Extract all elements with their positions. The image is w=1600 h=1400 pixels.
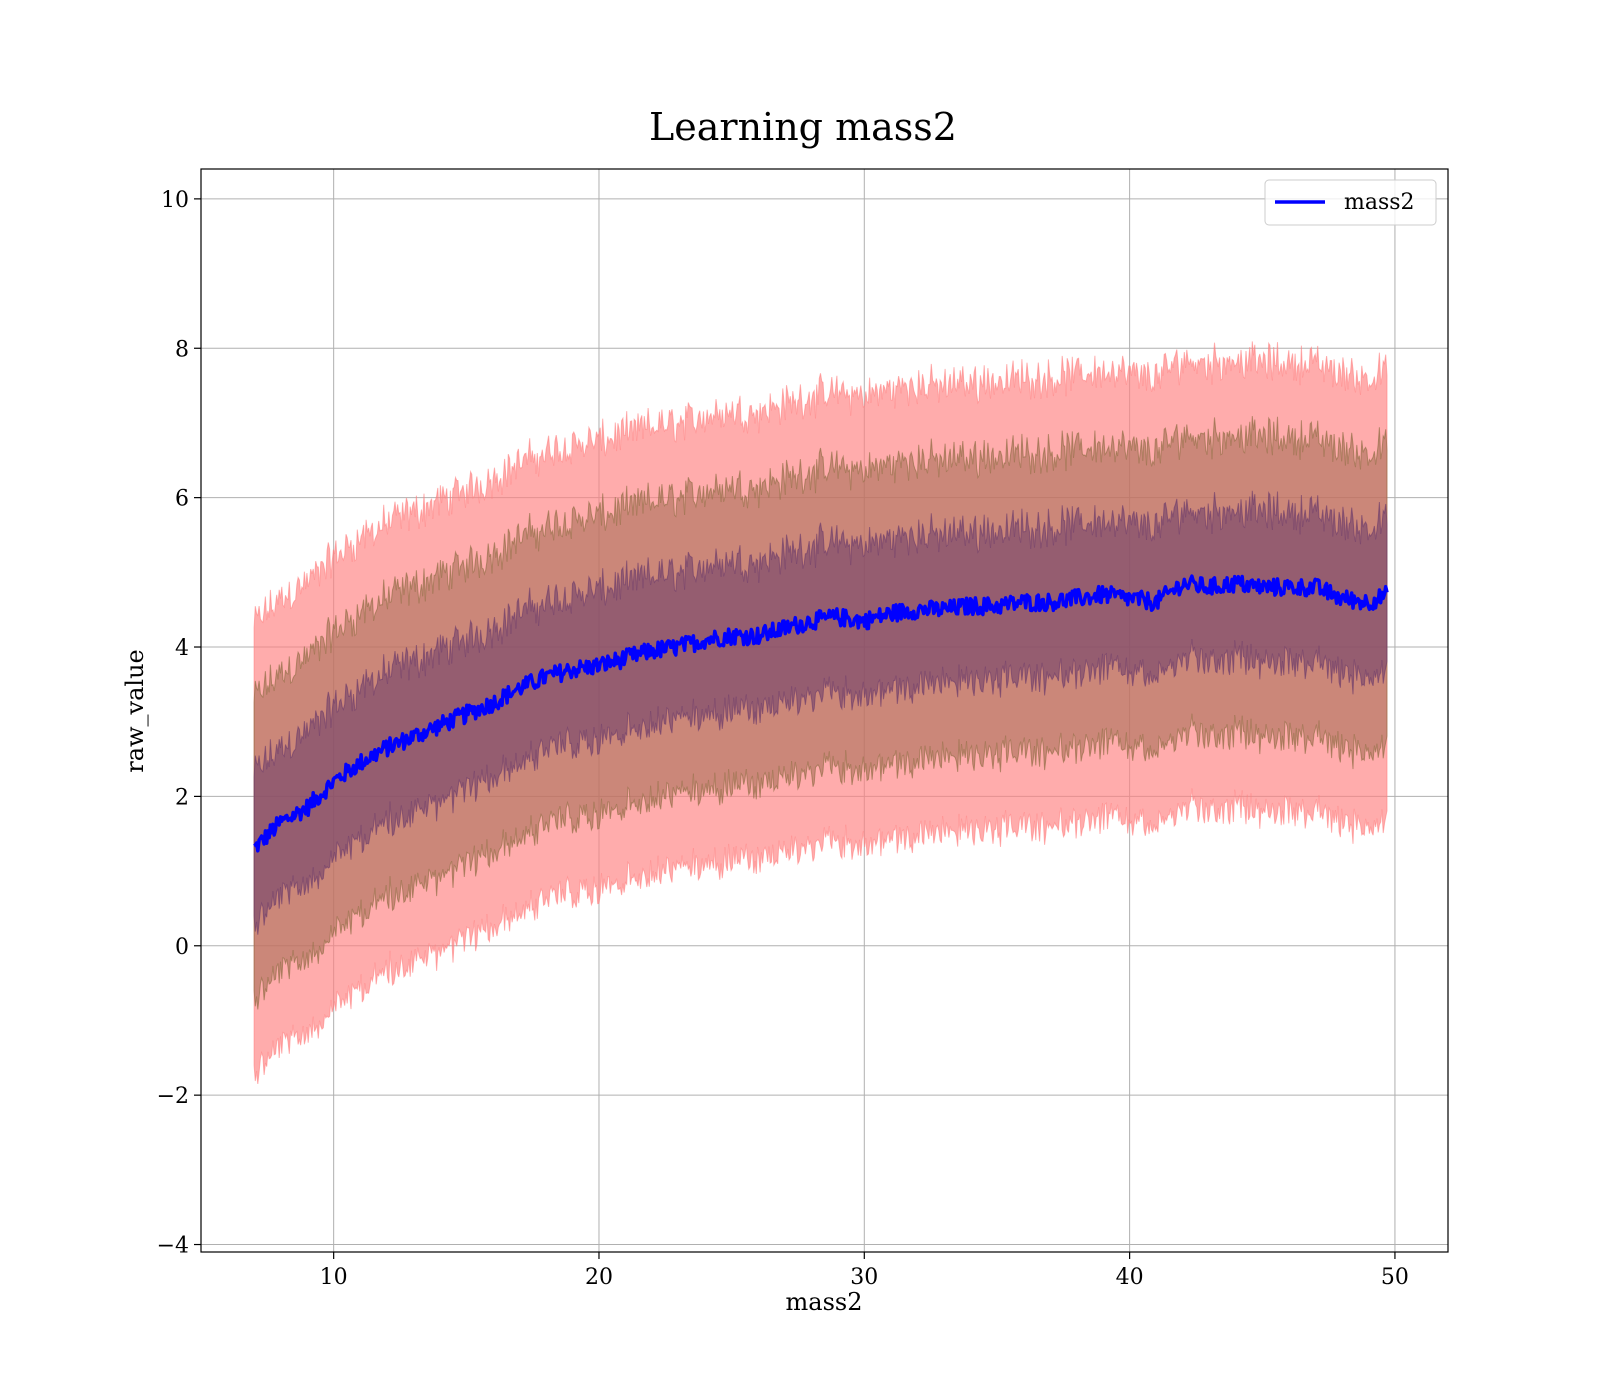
x-axis-label: mass2 [786,1288,863,1316]
band-1-sigma [253,490,1388,935]
series-lines [253,574,1389,853]
x-tick-label-2: 30 [850,1265,878,1290]
y-tick-label-2: 0 [175,935,189,960]
plot-frame [200,168,1449,1253]
x-tick-label-1: 20 [585,1265,613,1290]
legend-box [1264,179,1437,226]
y-axis-label: raw_value [121,649,149,773]
y-tick-label-4: 4 [175,636,189,661]
y-axis-ticks: −4 −2 0 2 4 6 8 10 [157,188,201,1259]
chart-title: Learning mass2 [649,105,957,149]
legend: mass2 [1264,179,1437,226]
y-tick-label-0: −4 [157,1234,189,1259]
confidence-bands [253,341,1388,1085]
x-tick-label-0: 10 [320,1265,348,1290]
legend-label-mass2: mass2 [1344,190,1415,215]
x-tick-label-4: 50 [1381,1265,1409,1290]
x-tick-label-3: 40 [1116,1265,1144,1290]
x-axis-ticks: 10 20 30 40 50 [320,1252,1409,1290]
y-tick-label-5: 6 [175,487,189,512]
series-line-mass2 [253,574,1389,853]
y-tick-label-3: 2 [175,785,189,810]
y-tick-label-7: 10 [161,188,189,213]
y-tick-label-1: −2 [157,1084,189,1109]
y-tick-label-6: 8 [175,337,189,362]
